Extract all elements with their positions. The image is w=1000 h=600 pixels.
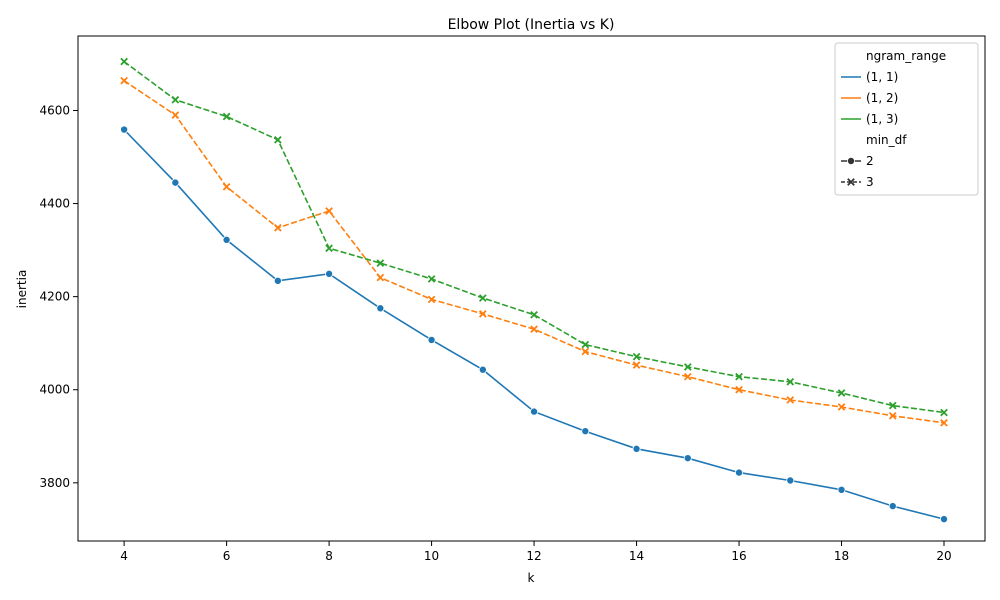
data-point [120, 76, 128, 85]
data-point [478, 310, 487, 318]
legend-style-marker [847, 156, 856, 165]
data-point [376, 304, 385, 313]
data-point [376, 259, 385, 267]
data-point [786, 377, 795, 386]
x-tick-label: 12 [526, 549, 541, 563]
data-point [735, 385, 743, 394]
x-tick-label: 16 [731, 549, 746, 563]
x-tick-label: 8 [325, 549, 333, 563]
series-1 [120, 125, 949, 524]
x-tick-label: 10 [424, 549, 439, 563]
series-layer [120, 57, 949, 524]
legend-label: 3 [866, 175, 874, 189]
data-point [530, 310, 538, 319]
x-axis: 4 6 8 10 12 14 16 18 20 [120, 541, 952, 563]
data-point [325, 207, 333, 215]
data-point [273, 276, 282, 285]
data-point [735, 468, 744, 477]
legend-title-ngram-range: ngram_range [866, 49, 946, 63]
data-point [786, 396, 795, 404]
data-point [530, 407, 539, 416]
legend-box [834, 42, 979, 196]
data-point [120, 57, 128, 66]
data-point [683, 454, 692, 463]
data-point [427, 275, 436, 283]
chart-title: Elbow Plot (Inertia vs K) [448, 17, 615, 33]
data-point [530, 325, 538, 334]
data-point [786, 476, 795, 485]
data-point [735, 372, 743, 381]
y-tick-label: 4200 [39, 290, 70, 304]
data-point [478, 365, 487, 374]
x-tick-label: 20 [936, 549, 951, 563]
data-point [427, 295, 436, 304]
data-point [325, 269, 334, 278]
data-point [837, 389, 846, 397]
series-3 [120, 57, 948, 417]
y-axis: 3800 4000 4200 4400 4600 [39, 103, 78, 490]
data-point [274, 135, 282, 144]
x-tick-label: 6 [223, 549, 231, 563]
y-tick-label: 4600 [39, 103, 70, 117]
data-point [940, 408, 948, 417]
data-point [376, 273, 385, 282]
x-tick-label: 18 [834, 549, 849, 563]
data-point [171, 111, 180, 119]
data-point [632, 361, 641, 369]
data-point [888, 502, 897, 511]
data-point [837, 485, 846, 494]
data-point [888, 411, 897, 420]
data-point [427, 335, 436, 344]
y-tick-label: 3800 [39, 476, 70, 490]
y-axis-label: inertia [15, 270, 29, 309]
data-point [632, 444, 641, 453]
legend-style-marker [847, 178, 855, 186]
data-point [222, 182, 231, 191]
series-line [123, 80, 945, 424]
data-point [837, 403, 846, 411]
data-point [683, 372, 692, 381]
x-axis-label: k [528, 571, 535, 585]
plot-frame [77, 35, 986, 542]
x-tick-label: 14 [629, 549, 644, 563]
data-point [274, 223, 282, 232]
data-point [581, 340, 590, 349]
data-point [478, 294, 487, 302]
legend-label: 2 [866, 154, 874, 168]
series-line [123, 60, 945, 414]
data-point [888, 401, 897, 410]
legend-label: (1, 3) [866, 112, 898, 126]
data-point [581, 427, 590, 436]
legend-title-min-df: min_df [866, 133, 907, 147]
legend-label: (1, 2) [866, 91, 898, 105]
data-point [940, 418, 948, 427]
data-point [940, 515, 949, 524]
data-point [632, 352, 641, 361]
data-point [581, 347, 590, 356]
series-2 [120, 76, 948, 427]
data-point [325, 244, 333, 253]
data-point [171, 178, 180, 187]
series-line [123, 129, 945, 520]
data-point [683, 363, 692, 371]
data-point [222, 112, 231, 121]
data-point [222, 235, 231, 244]
y-tick-label: 4400 [39, 197, 70, 211]
x-tick-label: 4 [120, 549, 128, 563]
y-tick-label: 4000 [39, 383, 70, 397]
data-point [120, 125, 129, 134]
legend: ngram_range (1, 1) (1, 2) (1, 3) min_df 2 3 [834, 42, 979, 196]
data-point [171, 95, 180, 104]
legend-label: (1, 1) [866, 70, 898, 84]
